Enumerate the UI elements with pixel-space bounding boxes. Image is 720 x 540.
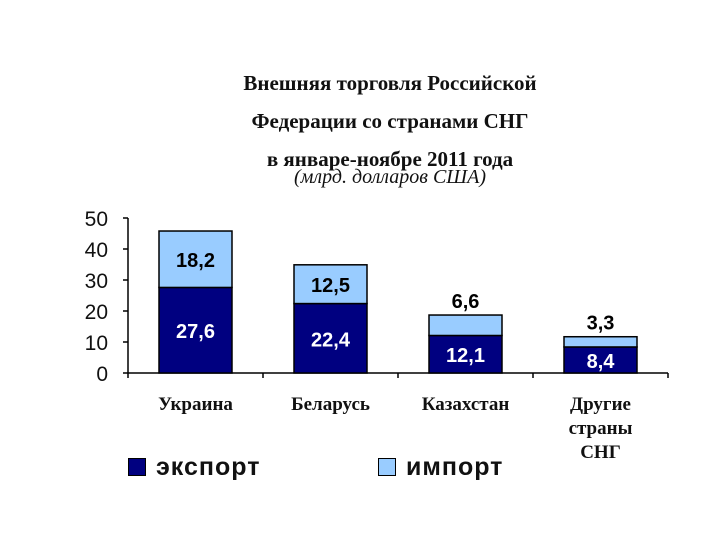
data-label-export: 27,6 [176,321,215,343]
chart-title: Внешняя торговля Российской Федерации со… [130,64,650,178]
data-label-import: 3,3 [587,313,615,335]
bar-import [428,314,503,337]
y-tick-label: 40 [85,239,108,262]
bar-import [563,335,638,348]
legend-item-import: импорт [378,452,503,482]
bar-export [293,302,368,374]
data-label-import: 6,6 [452,291,480,313]
bar-import [293,264,368,305]
legend-label-import: импорт [406,452,504,481]
chart-subtitle: (млрд. долларов США) [293,166,487,188]
data-label-import: 18,2 [176,250,215,272]
x-tick-label: Казахстан [422,394,510,415]
y-tick-label: 10 [85,332,108,355]
x-tick-label: страны [569,418,633,439]
legend-swatch-export [128,458,146,476]
x-tick-label: Другие [570,394,631,415]
y-tick-label: 30 [85,270,108,293]
data-label-export: 12,1 [446,345,485,367]
bar-export [563,346,638,374]
title-line-3: в январе-ноябре 2011 года [266,147,514,171]
bar-import [158,230,233,289]
title-line-1: Внешняя торговля Российской [243,71,537,95]
y-tick-label: 0 [96,363,108,386]
legend-label-export: экспорт [156,452,261,481]
x-tick-label: Украина [158,394,233,415]
legend-item-export: экспорт [128,452,260,482]
y-tick-label: 20 [85,301,108,324]
title-line-2: Федерации со странами СНГ [251,109,529,133]
data-label-export: 22,4 [311,329,351,351]
data-label-import: 12,5 [311,275,350,297]
x-tick-label: Беларусь [291,394,370,415]
data-label-export: 8,4 [587,351,616,373]
legend-swatch-import [378,458,396,476]
bar-export [158,286,233,374]
x-tick-label: СНГ [580,442,621,463]
y-tick-label: 50 [85,208,108,231]
